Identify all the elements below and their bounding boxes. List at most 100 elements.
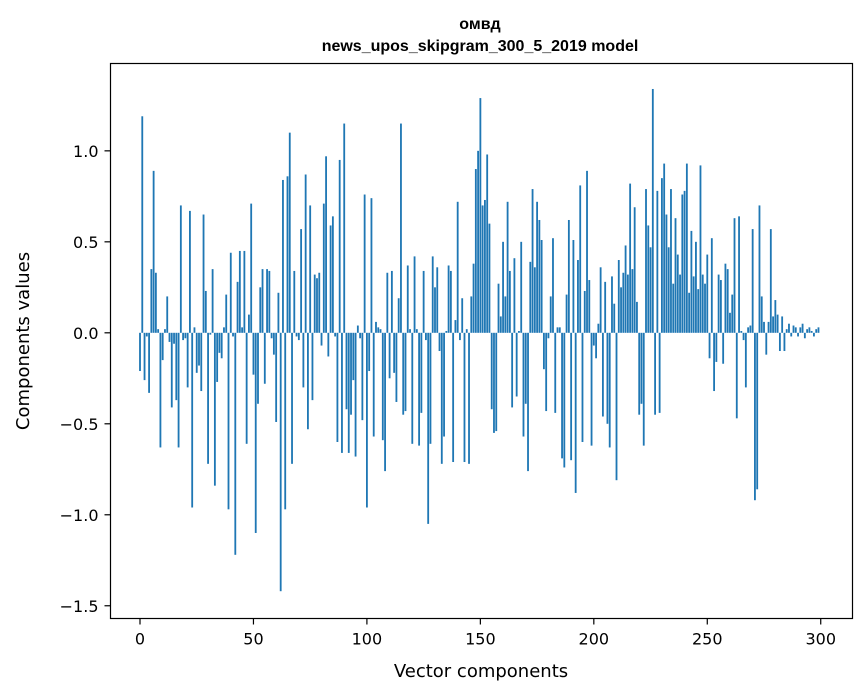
bar-37 [223,327,225,333]
x-axis-ticks: 0 50 100 150 200 250 300 [135,618,836,649]
bar-39 [227,332,230,510]
bar-141 [459,332,461,341]
bar-75 [309,205,312,333]
bar-152 [484,199,486,333]
bar-182 [552,238,554,333]
bar-26 [198,332,200,366]
bar-222 [642,332,645,446]
bar-9 [159,332,162,448]
bar-247 [699,165,702,333]
bar-230 [660,178,663,333]
bar-252 [710,238,713,333]
bar-239 [681,194,684,333]
y-axis-ticks: −1.5 −1.0 −0.5 0.0 0.5 1.0 [60,142,111,616]
bar-243 [690,230,693,333]
bar-30 [207,332,209,464]
bar-112 [393,332,396,373]
bar-88 [338,159,341,333]
bar-167 [518,330,520,333]
bar-200 [592,332,595,346]
bar-219 [636,301,638,333]
bar-83 [327,332,330,357]
bar-142 [461,298,464,333]
bar-262 [733,218,736,333]
bar-148 [474,169,477,333]
bar-129 [431,256,434,333]
bar-237 [676,254,679,333]
x-tick-label: 100 [352,630,383,649]
bar-11 [164,329,166,333]
bar-23 [191,332,194,508]
bar-275 [763,321,765,333]
bar-172 [529,261,532,333]
bar-2 [143,332,146,381]
bar-77 [313,274,316,333]
bar-186 [561,332,563,459]
bar-17 [177,332,180,448]
bar-227 [654,332,656,415]
bar-90 [343,123,346,333]
bar-42 [234,332,237,555]
bar-201 [595,332,597,359]
y-tick-label: 0.5 [73,233,98,252]
y-tick-label: −1.5 [60,597,99,616]
bar-38 [225,294,228,333]
bar-282 [778,332,781,352]
bar-58 [270,332,273,339]
bar-211 [617,260,620,333]
bar-220 [638,332,641,415]
bar-233 [667,247,670,333]
bar-99 [363,194,366,333]
bar-139 [454,320,457,333]
bar-261 [731,294,734,333]
bar-157 [495,332,498,432]
bar-119 [409,329,411,333]
bar-109 [386,272,389,333]
bar-190 [570,332,573,461]
bar-298 [815,329,818,333]
bar-76 [311,332,314,401]
bar-272 [756,332,759,490]
bar-266 [742,332,745,341]
bar-136 [447,265,450,333]
bar-226 [651,88,654,333]
bar-184 [556,327,559,333]
bar-164 [511,332,514,408]
bar-113 [395,332,398,402]
bar-197 [586,170,588,333]
bar-269 [749,325,752,333]
bar-248 [701,274,704,333]
bar-259 [726,269,729,333]
bar-41 [232,332,234,337]
bar-265 [740,330,743,333]
bar-163 [508,270,511,333]
bar-86 [334,332,337,337]
bar-183 [554,332,557,413]
bar-84 [329,225,332,333]
bar-81 [322,203,325,333]
bar-116 [402,332,405,415]
bar-185 [558,327,561,333]
bar-104 [375,321,377,333]
bar-255 [717,274,720,333]
bar-1 [141,116,144,333]
bar-179 [545,332,548,412]
bar-14 [170,332,173,408]
bar-28 [202,214,205,333]
bar-68 [293,270,296,333]
bar-16 [175,332,178,401]
bar-149 [477,150,480,333]
x-tick-label: 250 [692,630,723,649]
bar-143 [463,332,466,463]
bar-12 [166,296,169,333]
bar-43 [236,281,239,333]
bar-92 [347,332,350,453]
bar-294 [806,329,809,333]
bar-63 [282,179,284,333]
bar-132 [438,332,441,352]
bar-137 [449,270,452,333]
x-tick-label: 200 [579,630,610,649]
y-tick-label: 0.0 [73,324,98,343]
bar-217 [631,269,634,333]
